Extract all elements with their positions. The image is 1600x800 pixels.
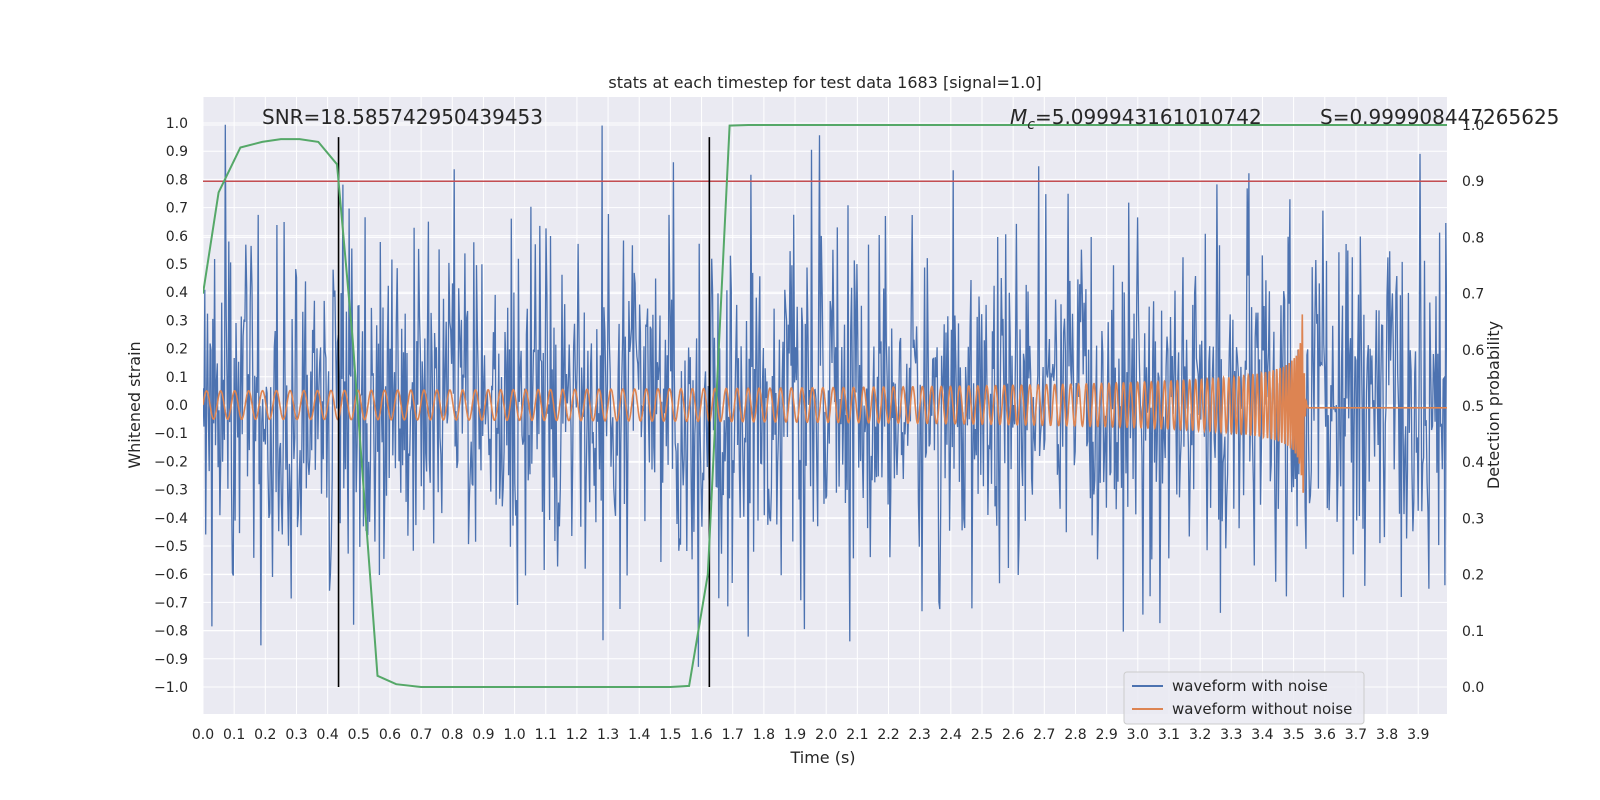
- x-tick-label: 0.8: [441, 727, 463, 743]
- y-tick-label: −1.0: [154, 680, 188, 696]
- x-tick-label: 2.9: [1096, 727, 1118, 743]
- x-tick-label: 0.6: [379, 727, 401, 743]
- y-tick-label: 0.4: [166, 285, 188, 301]
- x-axis-label: Time (s): [789, 748, 855, 767]
- x-tick-label: 0.5: [348, 727, 370, 743]
- x-tick-label: 3.2: [1189, 727, 1211, 743]
- x-tick-label: 3.5: [1282, 727, 1304, 743]
- y-tick-label: 0.6: [166, 229, 188, 245]
- x-tick-label: 2.2: [877, 727, 899, 743]
- y-tick-label: 0.9: [166, 144, 188, 160]
- chirp-mass-annotation: Mc=5.099943161010742: [1010, 105, 1262, 133]
- x-tick-label: 2.1: [846, 727, 868, 743]
- y-right-tick-label: 0.1: [1462, 624, 1484, 640]
- x-tick-label: 1.2: [566, 727, 588, 743]
- chirp-mass-symbol: M: [1010, 105, 1027, 129]
- x-tick-label: 3.6: [1314, 727, 1336, 743]
- legend-box: [1123, 671, 1365, 725]
- x-tick-label: 2.0: [815, 727, 837, 743]
- y-tick-label: −0.3: [154, 483, 188, 499]
- y-tick-label: −0.2: [154, 454, 188, 470]
- x-tick-label: 1.5: [659, 727, 681, 743]
- y-right-tick-label: 0.2: [1462, 568, 1484, 584]
- x-tick-label: 0.1: [223, 727, 245, 743]
- y-tick-label: −0.1: [154, 426, 188, 442]
- series-detection-probability: [203, 124, 1447, 688]
- x-tick-label: 1.0: [503, 727, 525, 743]
- y-right-tick-label: 0.8: [1462, 230, 1484, 246]
- y-tick-label: −0.6: [154, 567, 188, 583]
- s-annotation: S=0.999908447265625: [1320, 105, 1559, 129]
- y-right-tick-label: 1.0: [1462, 118, 1484, 134]
- x-tick-label: 3.4: [1251, 727, 1273, 743]
- y-right-tick-label: 0.6: [1462, 343, 1484, 359]
- y-tick-label: 0.7: [166, 201, 188, 217]
- chirp-mass-subscript: c: [1027, 117, 1035, 133]
- x-tick-label: 2.4: [940, 727, 962, 743]
- y-axis-right-label: Detection probability: [1484, 321, 1503, 489]
- plot-area: [203, 124, 1447, 688]
- legend: waveform with noise waveform without noi…: [1123, 671, 1365, 725]
- x-tick-label: 1.3: [597, 727, 619, 743]
- y-axis-label: Whitened strain: [125, 341, 144, 468]
- x-tick-label: 2.6: [1002, 727, 1024, 743]
- y-tick-label: 0.3: [166, 313, 188, 329]
- x-tick-label: 2.8: [1064, 727, 1086, 743]
- x-tick-label: 2.7: [1033, 727, 1055, 743]
- chart-title: stats at each timestep for test data 168…: [608, 73, 1041, 92]
- y-right-tick-label: 0.9: [1462, 174, 1484, 190]
- y-tick-label: 0.0: [166, 398, 188, 414]
- x-tick-label: 0.7: [410, 727, 432, 743]
- y-right-tick-label: 0.3: [1462, 511, 1484, 527]
- x-axis: 0.0 0.1 0.2 0.3 0.4 0.5 0.6 0.7 0.8 0.9 1.0 1.1 1.2 1…: [192, 727, 1430, 743]
- x-tick-label: 1.1: [535, 727, 557, 743]
- y-right-tick-label: 0.0: [1462, 680, 1484, 696]
- x-tick-label: 0.4: [317, 727, 339, 743]
- x-tick-label: 3.9: [1407, 727, 1429, 743]
- y-tick-label: 0.5: [166, 257, 188, 273]
- y-axis-right: 1.0 0.9 0.8 0.7 0.6 0.5 0.4 0.3 0.2 0.1 0.0: [1462, 118, 1484, 696]
- legend-label-noise: waveform with noise: [1172, 677, 1328, 695]
- x-tick-label: 0.0: [192, 727, 214, 743]
- y-tick-label: 0.2: [166, 342, 188, 358]
- x-tick-label: 1.7: [722, 727, 744, 743]
- y-tick-label: −0.4: [154, 511, 188, 527]
- x-tick-label: 3.8: [1376, 727, 1398, 743]
- y-tick-label: −0.8: [154, 624, 188, 640]
- y-tick-label: 1.0: [166, 116, 188, 132]
- x-tick-label: 3.3: [1220, 727, 1242, 743]
- x-tick-label: 0.2: [254, 727, 276, 743]
- y-right-tick-label: 0.7: [1462, 287, 1484, 303]
- y-right-tick-label: 0.4: [1462, 455, 1484, 471]
- y-tick-label: −0.5: [154, 539, 188, 555]
- x-tick-label: 3.7: [1345, 727, 1367, 743]
- series-waveform-with-noise: [203, 124, 1447, 667]
- y-tick-label: −0.9: [154, 652, 188, 668]
- snr-annotation: SNR=18.585742950439453: [262, 105, 543, 129]
- x-tick-label: 1.4: [628, 727, 650, 743]
- x-tick-label: 2.3: [909, 727, 931, 743]
- x-tick-label: 1.6: [690, 727, 712, 743]
- y-tick-label: −0.7: [154, 595, 188, 611]
- chirp-mass-value: =5.099943161010742: [1035, 105, 1262, 129]
- y-tick-label: 0.1: [166, 370, 188, 386]
- x-tick-label: 2.5: [971, 727, 993, 743]
- x-tick-label: 3.0: [1127, 727, 1149, 743]
- y-right-tick-label: 0.5: [1462, 399, 1484, 415]
- y-tick-label: 0.8: [166, 172, 188, 188]
- x-tick-label: 1.8: [753, 727, 775, 743]
- x-tick-label: 0.3: [285, 727, 307, 743]
- series-waveform-without-noise: [203, 314, 1447, 493]
- legend-label-clean: waveform without noise: [1172, 700, 1352, 718]
- x-tick-label: 3.1: [1158, 727, 1180, 743]
- x-tick-label: 0.9: [472, 727, 494, 743]
- y-axis-left: 1.0 0.9 0.8 0.7 0.6 0.5 0.4 0.3 0.2 0.1 0.0 −0.1 −0.…: [154, 116, 188, 696]
- x-tick-label: 1.9: [784, 727, 806, 743]
